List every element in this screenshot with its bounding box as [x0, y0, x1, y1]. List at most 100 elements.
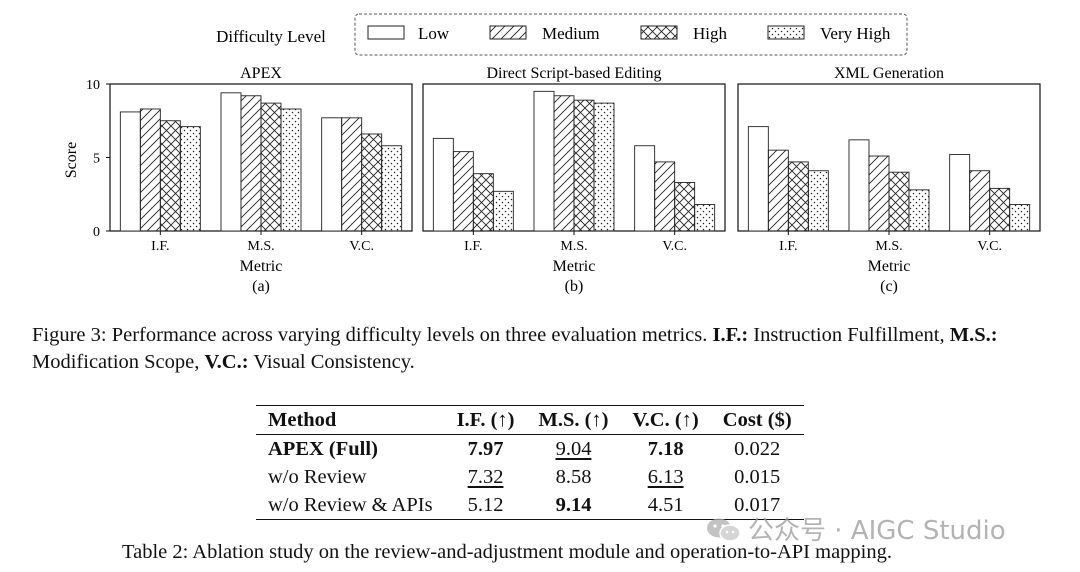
figure-caption: Figure 3: Performance across varying dif… [32, 322, 1080, 376]
cell-vc: 6.13 [647, 466, 684, 488]
panel-sublabel: (b) [565, 278, 584, 295]
x-tick-label-v-c: V.C. [349, 239, 374, 254]
bar-m-s-low [533, 90, 555, 232]
chart-title: Direct Script-based Editing [486, 65, 661, 82]
x-axis-label: Metric [868, 258, 911, 275]
bar-v-c-very-high [381, 145, 403, 232]
bar-m-s-low [848, 139, 870, 232]
cell-method: w/o Review [268, 466, 367, 488]
bar-v-c-high [674, 182, 696, 232]
cell-vc: 7.18 [647, 438, 684, 460]
bar-m-s-medium [868, 155, 890, 232]
figure-3: Difficulty Level Low Medium High Very Hi… [63, 13, 1041, 295]
bar-m-s-high [260, 102, 282, 232]
bar-v-c-low [949, 154, 971, 232]
y-tick-label: 0 [93, 225, 100, 240]
cell-if: 7.97 [467, 438, 504, 460]
bar-i-f-medium [139, 108, 161, 232]
cell-if: 7.32 [467, 466, 504, 488]
x-tick-label-m-s: M.S. [560, 239, 587, 254]
bar-v-c-medium [969, 170, 991, 232]
abbr-vc-key: V.C.: [204, 351, 249, 373]
wechat-icon [707, 518, 741, 542]
bar-i-f-very-high [807, 170, 829, 232]
legend-item-high: High [640, 24, 728, 43]
legend-swatch-low [367, 25, 405, 40]
bar-i-f-high [472, 173, 494, 232]
bar-m-s-very-high [593, 102, 615, 232]
x-tick-label-v-c: V.C. [662, 239, 687, 254]
bar-i-f-high [159, 120, 181, 232]
cell-cost: 0.022 [734, 438, 781, 460]
cell-ms: 9.04 [555, 438, 592, 460]
bar-m-s-high [888, 171, 910, 232]
chart-title: XML Generation [834, 65, 944, 82]
header-vc: V.C. (↑) [632, 409, 699, 431]
ablation-table: Method I.F. (↑) M.S. (↑) V.C. (↑) Cost (… [256, 405, 804, 520]
x-axis-label: Metric [553, 258, 596, 275]
bar-i-f-very-high [492, 190, 514, 232]
figure-caption-label: Figure 3: [32, 324, 107, 346]
cell-cost: 0.015 [734, 466, 781, 488]
bar-m-s-very-high [908, 189, 930, 232]
cell-ms: 9.14 [555, 494, 592, 516]
watermark-text: 公众号 · AIGC Studio [748, 516, 1006, 546]
legend-swatch-high [640, 25, 678, 40]
bar-i-f-low [747, 126, 769, 232]
x-tick-label-v-c: V.C. [977, 239, 1002, 254]
legend-swatch-very-high [767, 25, 805, 40]
y-axis-label: Score [63, 142, 80, 178]
table-row: w/o Review 7.32 8.58 6.13 0.015 [256, 463, 804, 491]
legend-label-very-high: Very High [820, 24, 891, 43]
figure-caption-text: Performance across varying difficulty le… [111, 324, 708, 346]
bar-v-c-high [361, 133, 383, 232]
bar-v-c-low [321, 117, 343, 232]
x-tick-label-i-f: I.F. [464, 239, 482, 254]
bar-v-c-medium [341, 117, 363, 232]
x-tick-label-i-f: I.F. [151, 239, 169, 254]
bar-m-s-very-high [280, 108, 302, 232]
bar-i-f-very-high [179, 126, 201, 232]
bar-i-f-medium [452, 151, 474, 232]
legend-box [354, 13, 908, 56]
x-tick-label-m-s: M.S. [247, 239, 274, 254]
bar-m-s-high [573, 99, 595, 232]
bar-v-c-medium [654, 161, 676, 232]
header-if: I.F. (↑) [456, 409, 515, 431]
header-ms: M.S. (↑) [538, 409, 609, 431]
bar-i-f-high [787, 161, 809, 232]
bar-i-f-low [119, 111, 141, 232]
bar-m-s-low [220, 92, 242, 232]
legend-item-very-high: Very High [767, 24, 891, 43]
legend-label-high: High [693, 24, 728, 43]
cell-if: 5.12 [467, 494, 504, 516]
bar-v-c-high [989, 187, 1011, 232]
legend-title: Difficulty Level [216, 27, 326, 46]
chart-apex: APEX 0 5 10 I.F. M.S. V.C. Metric (a) [86, 65, 413, 295]
cell-ms: 8.58 [555, 466, 592, 488]
bar-v-c-very-high [694, 204, 716, 232]
y-tick-label: 10 [86, 78, 100, 93]
table-caption: Table 2: Ablation study on the review-an… [122, 541, 892, 563]
legend-swatch-medium [489, 25, 527, 40]
header-cost: Cost ($) [722, 409, 792, 431]
header-method: Method [268, 409, 337, 431]
x-tick-label-m-s: M.S. [875, 239, 902, 254]
y-tick-label: 5 [93, 152, 100, 167]
cell-method: w/o Review & APIs [268, 494, 433, 516]
watermark: 公众号 · AIGC Studio [706, 510, 1006, 547]
bar-i-f-medium [767, 149, 789, 232]
panel-sublabel: (a) [252, 278, 270, 295]
legend-item-medium: Medium [489, 24, 600, 43]
legend-label-low: Low [418, 24, 450, 43]
bar-v-c-low [634, 145, 656, 232]
legend-item-low: Low [367, 24, 450, 43]
bar-m-s-medium [553, 95, 575, 232]
abbr-vc-value: Visual Consistency. [253, 351, 415, 373]
cell-cost: 0.017 [734, 494, 781, 516]
bar-m-s-medium [240, 95, 262, 232]
chart-xml-generation: XML Generation I.F. M.S. V.C. Metric (c) [737, 65, 1041, 295]
cell-vc: 4.51 [647, 494, 684, 516]
x-axis-label: Metric [240, 258, 283, 275]
abbr-if-value: Instruction Fulfillment, [753, 324, 945, 346]
